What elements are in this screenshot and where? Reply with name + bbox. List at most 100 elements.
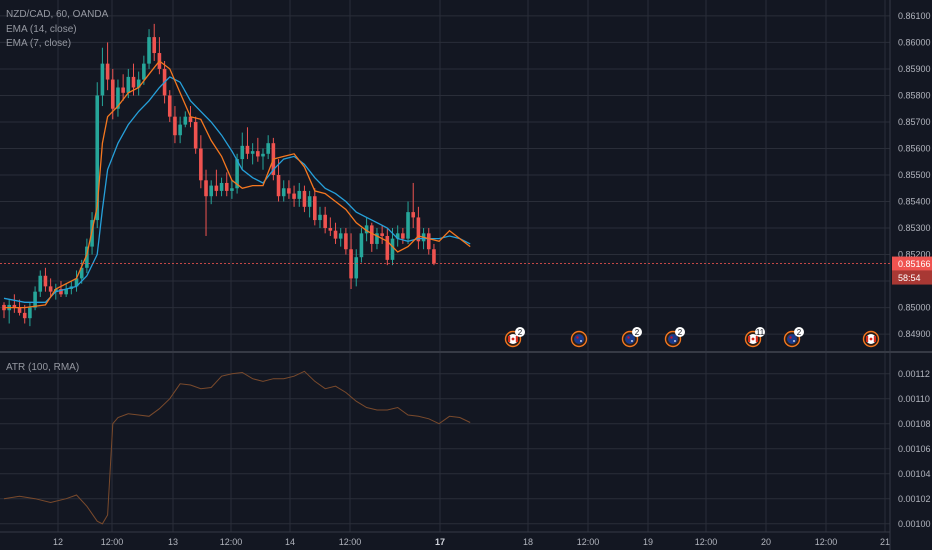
candle xyxy=(302,185,307,213)
star xyxy=(580,340,582,342)
event-count: 2 xyxy=(797,328,802,337)
candle xyxy=(276,159,281,202)
candle-body xyxy=(426,233,431,250)
candle-body xyxy=(395,233,400,239)
candle xyxy=(287,180,291,199)
candle xyxy=(173,106,177,144)
event-marker-canada-flag-icon[interactable] xyxy=(862,330,880,348)
event-marker-canada-flag-icon[interactable] xyxy=(504,327,526,348)
candle-body xyxy=(307,196,312,207)
event-count: 2 xyxy=(635,328,640,337)
candle xyxy=(261,148,265,170)
ema14-legend[interactable]: EMA (14, close) xyxy=(6,24,77,35)
candle xyxy=(28,302,32,327)
candle-body xyxy=(416,217,421,242)
flag-band xyxy=(515,336,518,342)
candle-body xyxy=(142,63,146,80)
candle-body xyxy=(230,188,234,191)
x-tick-label: 18 xyxy=(523,537,533,547)
candle xyxy=(369,222,374,252)
event-count-badge xyxy=(755,327,765,337)
y-tick-label: 0.85800 xyxy=(898,90,931,100)
candle-body xyxy=(54,289,58,292)
candle-body xyxy=(95,95,100,221)
union-jack xyxy=(670,336,673,339)
flag-band xyxy=(873,336,876,342)
candle-body xyxy=(167,95,172,117)
candle-body xyxy=(48,286,53,292)
candle-body xyxy=(199,148,203,181)
candle-body xyxy=(292,193,296,199)
ema7-legend[interactable]: EMA (7, close) xyxy=(6,38,72,49)
candle-body xyxy=(369,225,374,244)
candle-body xyxy=(126,76,131,93)
atr-y-tick-label: 0.00100 xyxy=(898,519,931,529)
candle-body xyxy=(209,185,213,197)
candle-body xyxy=(100,63,105,96)
candle xyxy=(338,228,343,247)
maple-leaf xyxy=(869,337,873,341)
x-tick-label: 14 xyxy=(285,537,295,547)
candle-body xyxy=(147,37,151,64)
candle-body xyxy=(354,257,359,279)
star xyxy=(631,340,633,342)
candle-body xyxy=(188,116,193,122)
event-marker-canada-flag-icon[interactable] xyxy=(744,327,766,348)
candle xyxy=(401,228,405,244)
event-marker-australia-flag-icon[interactable] xyxy=(783,327,805,348)
candle xyxy=(121,74,125,101)
candle xyxy=(354,249,359,287)
candle-body xyxy=(380,233,384,236)
candle xyxy=(297,182,302,207)
y-tick-label: 0.85900 xyxy=(898,64,931,74)
candle xyxy=(167,90,172,122)
candle xyxy=(136,71,141,96)
candle-body xyxy=(38,275,43,292)
candle xyxy=(432,243,436,266)
event-count: 11 xyxy=(756,328,765,337)
candle-body xyxy=(204,180,208,197)
candle-body xyxy=(105,63,110,80)
candle-body xyxy=(349,249,353,279)
event-marker-australia-flag-icon[interactable] xyxy=(570,330,588,348)
candle-body xyxy=(328,228,333,231)
maple-leaf xyxy=(511,337,515,341)
star xyxy=(793,340,795,342)
symbol-legend[interactable]: NZD/CAD, 60, OANDA xyxy=(6,9,109,20)
candle xyxy=(323,206,327,234)
candle-body xyxy=(401,233,405,239)
candle-body xyxy=(261,153,265,157)
candle xyxy=(245,127,250,160)
atr-y-tick-label: 0.00104 xyxy=(898,469,931,479)
candle xyxy=(230,180,234,199)
x-tick-label: 12:00 xyxy=(815,537,838,547)
candle xyxy=(364,217,369,242)
atr-legend[interactable]: ATR (100, RMA) xyxy=(6,362,80,373)
candle-body xyxy=(173,116,177,136)
candle xyxy=(292,185,296,207)
candle-body xyxy=(74,278,79,287)
candle-body xyxy=(302,190,307,207)
candle xyxy=(199,135,203,189)
candle-body xyxy=(12,304,17,308)
candle-body xyxy=(297,190,302,199)
candle-body xyxy=(110,79,115,109)
candle-body xyxy=(17,307,22,313)
candle xyxy=(266,135,270,160)
x-tick-label: 20 xyxy=(761,537,771,547)
candle xyxy=(349,233,353,290)
event-marker-australia-flag-icon[interactable] xyxy=(664,327,686,348)
candle xyxy=(307,190,312,218)
candle xyxy=(43,267,48,292)
x-tick-label: 12:00 xyxy=(339,537,362,547)
flag-band xyxy=(748,336,751,342)
candle-body xyxy=(281,188,286,197)
candle xyxy=(385,228,390,266)
candle-body xyxy=(318,214,322,221)
candle-body xyxy=(287,188,291,194)
candle-body xyxy=(313,196,317,221)
event-marker-australia-flag-icon[interactable] xyxy=(621,327,643,348)
y-tick-label: 0.85600 xyxy=(898,143,931,153)
candle xyxy=(333,222,338,244)
